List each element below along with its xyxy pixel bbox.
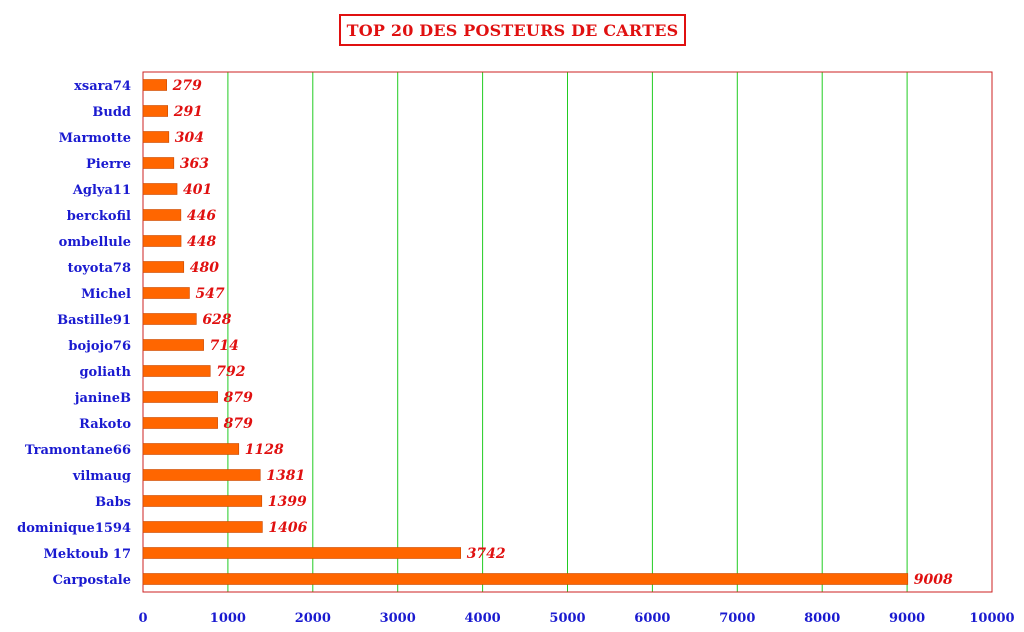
category-label: Marmotte xyxy=(59,131,131,146)
value-label: 3742 xyxy=(467,546,506,562)
bar xyxy=(142,417,218,429)
value-label: 363 xyxy=(180,156,209,172)
bar xyxy=(142,235,182,247)
category-label: janineB xyxy=(74,391,131,406)
bar xyxy=(142,547,461,559)
bar xyxy=(142,261,185,273)
value-label: 714 xyxy=(210,338,239,354)
bar xyxy=(142,391,218,403)
value-label: 1399 xyxy=(268,494,307,510)
category-label: Mektoub 17 xyxy=(43,547,131,562)
category-label: Pierre xyxy=(86,157,131,172)
x-tick-label: 8000 xyxy=(804,611,840,626)
category-label: Bastille91 xyxy=(57,313,131,328)
value-label: 879 xyxy=(224,390,253,406)
bar xyxy=(142,209,182,221)
value-label: 304 xyxy=(175,130,204,146)
bar xyxy=(142,443,240,455)
value-label: 446 xyxy=(187,208,216,224)
chart-title-box: TOP 20 DES POSTEURS DE CARTES xyxy=(339,14,686,46)
x-tick-label: 10000 xyxy=(969,611,1014,626)
bar xyxy=(142,183,178,195)
value-label: 879 xyxy=(224,416,253,432)
category-label: Aglya11 xyxy=(72,183,131,198)
category-label: Budd xyxy=(92,105,131,120)
value-label: 9008 xyxy=(914,572,953,588)
category-label: Tramontane66 xyxy=(25,443,131,458)
bar xyxy=(142,495,263,507)
bar xyxy=(142,157,175,169)
bar xyxy=(142,469,261,481)
category-label: goliath xyxy=(79,365,131,380)
x-tick-label: 2000 xyxy=(295,611,331,626)
category-label: ombellule xyxy=(59,235,131,250)
value-label: 291 xyxy=(173,104,203,120)
bar xyxy=(142,131,170,143)
value-label: 792 xyxy=(216,364,245,380)
bar xyxy=(142,339,204,351)
bar xyxy=(142,287,190,299)
category-label: Babs xyxy=(95,495,131,510)
bar xyxy=(142,79,167,91)
category-label: berckofil xyxy=(67,209,131,224)
value-label: 1381 xyxy=(266,468,305,484)
x-tick-label: 5000 xyxy=(549,611,585,626)
chart-title: TOP 20 DES POSTEURS DE CARTES xyxy=(346,20,679,40)
x-tick-label: 6000 xyxy=(634,611,670,626)
value-label: 448 xyxy=(187,234,216,250)
x-tick-label: 0 xyxy=(138,611,147,626)
category-label: Rakoto xyxy=(79,417,131,432)
category-label: Michel xyxy=(81,287,131,302)
category-label: Carpostale xyxy=(53,573,131,588)
value-label: 1406 xyxy=(268,520,307,536)
value-label: 1128 xyxy=(245,442,284,458)
value-label: 547 xyxy=(195,286,224,302)
x-tick-label: 7000 xyxy=(719,611,755,626)
bar xyxy=(142,105,169,117)
plot-border xyxy=(142,71,993,593)
bar xyxy=(142,365,211,377)
bar xyxy=(142,521,263,533)
x-tick-label: 1000 xyxy=(210,611,246,626)
x-tick-label: 3000 xyxy=(380,611,416,626)
category-label: xsara74 xyxy=(74,79,131,94)
value-label: 480 xyxy=(190,260,219,276)
x-tick-label: 4000 xyxy=(465,611,501,626)
x-tick-label: 9000 xyxy=(889,611,925,626)
value-label: 401 xyxy=(183,182,212,198)
bar xyxy=(142,313,197,325)
category-label: bojojo76 xyxy=(68,339,131,354)
category-label: vilmaug xyxy=(72,469,131,484)
category-label: toyota78 xyxy=(68,261,131,276)
bar xyxy=(142,573,909,585)
value-label: 628 xyxy=(202,312,231,328)
value-label: 279 xyxy=(172,78,202,94)
category-label: dominique1594 xyxy=(17,521,131,536)
